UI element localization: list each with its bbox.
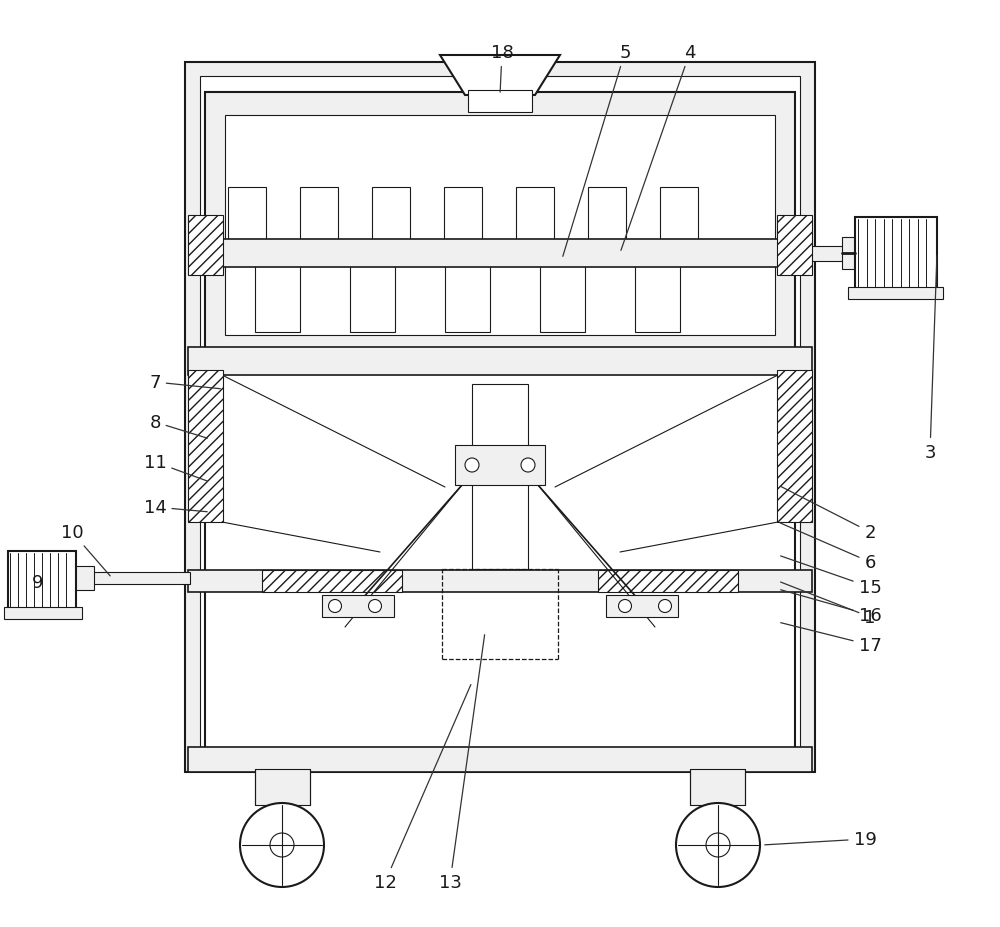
- Circle shape: [521, 459, 535, 473]
- Bar: [205, 371, 795, 756]
- Bar: [777, 371, 812, 523]
- Bar: [200, 77, 800, 759]
- Bar: [444, 188, 482, 240]
- Text: 8: 8: [149, 413, 207, 438]
- Text: 1: 1: [781, 582, 876, 627]
- Bar: [777, 216, 812, 275]
- Bar: [350, 265, 395, 333]
- Bar: [255, 769, 310, 806]
- Text: 6: 6: [781, 524, 876, 571]
- Bar: [455, 446, 545, 486]
- Bar: [598, 570, 738, 592]
- Text: 17: 17: [781, 623, 881, 654]
- Bar: [185, 63, 815, 772]
- Circle shape: [465, 459, 479, 473]
- Circle shape: [658, 600, 672, 613]
- Bar: [188, 371, 223, 523]
- Text: 7: 7: [149, 374, 220, 391]
- Bar: [90, 572, 190, 584]
- Circle shape: [270, 833, 294, 857]
- Text: 14: 14: [144, 499, 207, 516]
- Bar: [660, 188, 698, 240]
- Bar: [606, 595, 678, 617]
- Bar: [445, 265, 490, 333]
- Bar: [588, 188, 626, 240]
- Bar: [540, 265, 585, 333]
- Bar: [322, 595, 394, 617]
- Bar: [225, 116, 775, 336]
- Text: 3: 3: [924, 257, 937, 462]
- Bar: [8, 552, 76, 609]
- Bar: [72, 566, 94, 590]
- Bar: [472, 385, 528, 569]
- Circle shape: [706, 833, 730, 857]
- Circle shape: [368, 600, 382, 613]
- Bar: [635, 265, 680, 333]
- Text: 5: 5: [563, 44, 631, 257]
- Text: 11: 11: [144, 453, 207, 481]
- Bar: [205, 93, 795, 352]
- Bar: [228, 188, 266, 240]
- Bar: [4, 607, 82, 619]
- Bar: [205, 240, 795, 268]
- Bar: [188, 216, 223, 275]
- Bar: [300, 188, 338, 240]
- Bar: [516, 188, 554, 240]
- Circle shape: [618, 600, 632, 613]
- Bar: [848, 287, 943, 299]
- Text: 16: 16: [781, 590, 881, 624]
- Bar: [795, 247, 850, 261]
- Text: 12: 12: [374, 685, 471, 891]
- Polygon shape: [440, 56, 560, 95]
- Text: 18: 18: [491, 44, 513, 93]
- Bar: [855, 218, 937, 289]
- Bar: [690, 769, 745, 806]
- Bar: [468, 91, 532, 113]
- Circle shape: [676, 803, 760, 887]
- Text: 2: 2: [780, 487, 876, 541]
- Bar: [255, 265, 300, 333]
- Circle shape: [328, 600, 342, 613]
- Bar: [188, 570, 812, 592]
- Bar: [188, 348, 812, 375]
- Text: 9: 9: [32, 574, 44, 591]
- Text: 13: 13: [439, 635, 485, 891]
- Bar: [372, 188, 410, 240]
- Bar: [842, 237, 860, 270]
- Circle shape: [240, 803, 324, 887]
- Text: 4: 4: [621, 44, 696, 251]
- Bar: [188, 747, 812, 772]
- Text: 10: 10: [61, 524, 110, 577]
- Bar: [262, 570, 402, 592]
- Text: 15: 15: [781, 556, 881, 596]
- Text: 19: 19: [765, 830, 876, 848]
